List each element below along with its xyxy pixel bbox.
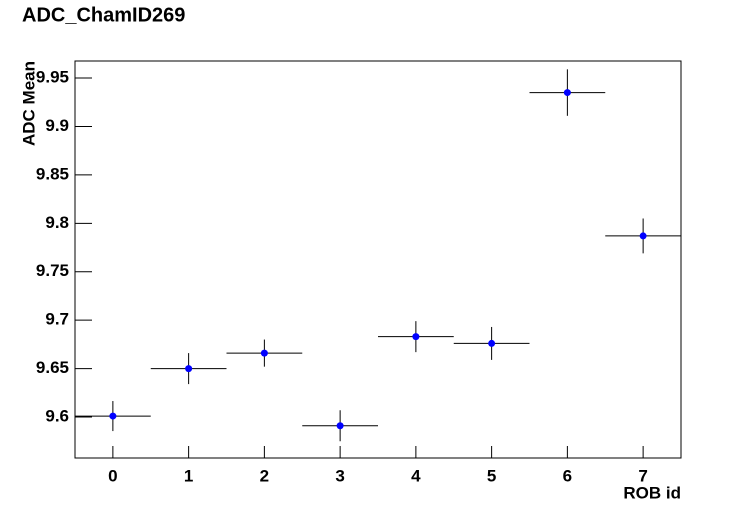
plot-frame: [74, 60, 682, 459]
marker: [412, 333, 420, 341]
marker: [185, 365, 193, 373]
x-tick-label: 3: [335, 466, 344, 485]
marker: [336, 422, 344, 430]
x-axis-label: ROB id: [623, 483, 681, 502]
y-tick-label: 9.95: [36, 68, 69, 87]
x-tick-label: 1: [184, 466, 193, 485]
x-tick-label: 7: [638, 466, 647, 485]
x-tick-label: 0: [108, 466, 117, 485]
x-tick-label: 4: [411, 466, 421, 485]
marker: [260, 349, 268, 357]
y-tick-label: 9.9: [45, 116, 69, 135]
marker: [563, 89, 571, 97]
y-tick-label: 9.85: [36, 164, 69, 183]
x-tick-label: 6: [563, 466, 572, 485]
y-axis-label: ADC Mean: [19, 61, 38, 146]
y-tick-label: 9.75: [36, 261, 69, 280]
marker: [109, 412, 117, 420]
chart-title: ADC_ChamID269: [22, 4, 185, 26]
marker: [488, 339, 496, 347]
y-tick-label: 9.7: [45, 310, 69, 329]
y-tick-label: 9.6: [45, 407, 69, 426]
y-tick-label: 9.65: [36, 358, 69, 377]
marker: [639, 232, 647, 240]
x-tick-label: 2: [260, 466, 269, 485]
y-tick-label: 9.8: [45, 213, 69, 232]
x-tick-label: 5: [487, 466, 496, 485]
